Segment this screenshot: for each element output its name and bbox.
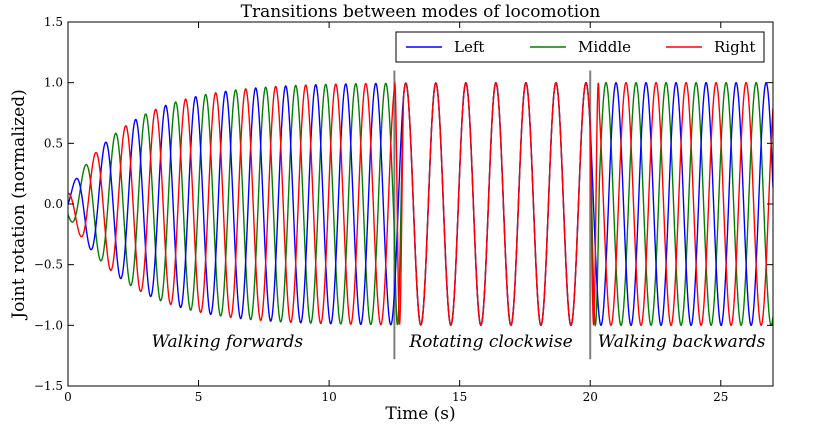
x-tick-label: 25 [713, 390, 728, 404]
y-tick-label: 0.5 [44, 136, 63, 150]
plot-area [68, 70, 773, 360]
y-axis-label: Joint rotation (normalized) [9, 89, 29, 320]
region-annotations: Walking forwards Rotating clockwise Walkin… [151, 332, 765, 352]
region-label: Walking forwards [151, 332, 303, 352]
x-tick-label: 10 [321, 390, 336, 404]
region-label: Rotating clockwise [408, 332, 572, 352]
series-line-right [68, 80, 773, 327]
y-tick-label: −1.5 [34, 379, 63, 393]
x-tick-label: 20 [583, 390, 598, 404]
y-tick-label: 0.0 [44, 197, 63, 211]
legend-box [395, 31, 765, 63]
x-tick-label: 0 [64, 390, 72, 404]
y-axis-ticks: −1.5 −1.0 −0.5 0.0 0.5 1.0 1.5 [34, 15, 773, 393]
legend-label-right: Right [714, 38, 755, 56]
y-tick-label: −0.5 [34, 258, 63, 272]
x-axis-label: Time (s) [385, 404, 455, 424]
legend-label-middle: Middle [578, 38, 631, 56]
legend-label-left: Left [454, 38, 484, 56]
y-tick-label: 1.5 [44, 15, 63, 29]
x-tick-label: 15 [452, 390, 467, 404]
x-axis-ticks: 0 5 10 15 20 25 [64, 22, 728, 404]
x-tick-label: 5 [195, 390, 203, 404]
region-label: Walking backwards [598, 332, 766, 352]
y-tick-label: 1.0 [44, 76, 63, 90]
y-tick-label: −1.0 [34, 318, 63, 332]
legend: Left Middle Right [395, 31, 765, 63]
chart-title: Transitions between modes of locomotion [241, 2, 601, 22]
